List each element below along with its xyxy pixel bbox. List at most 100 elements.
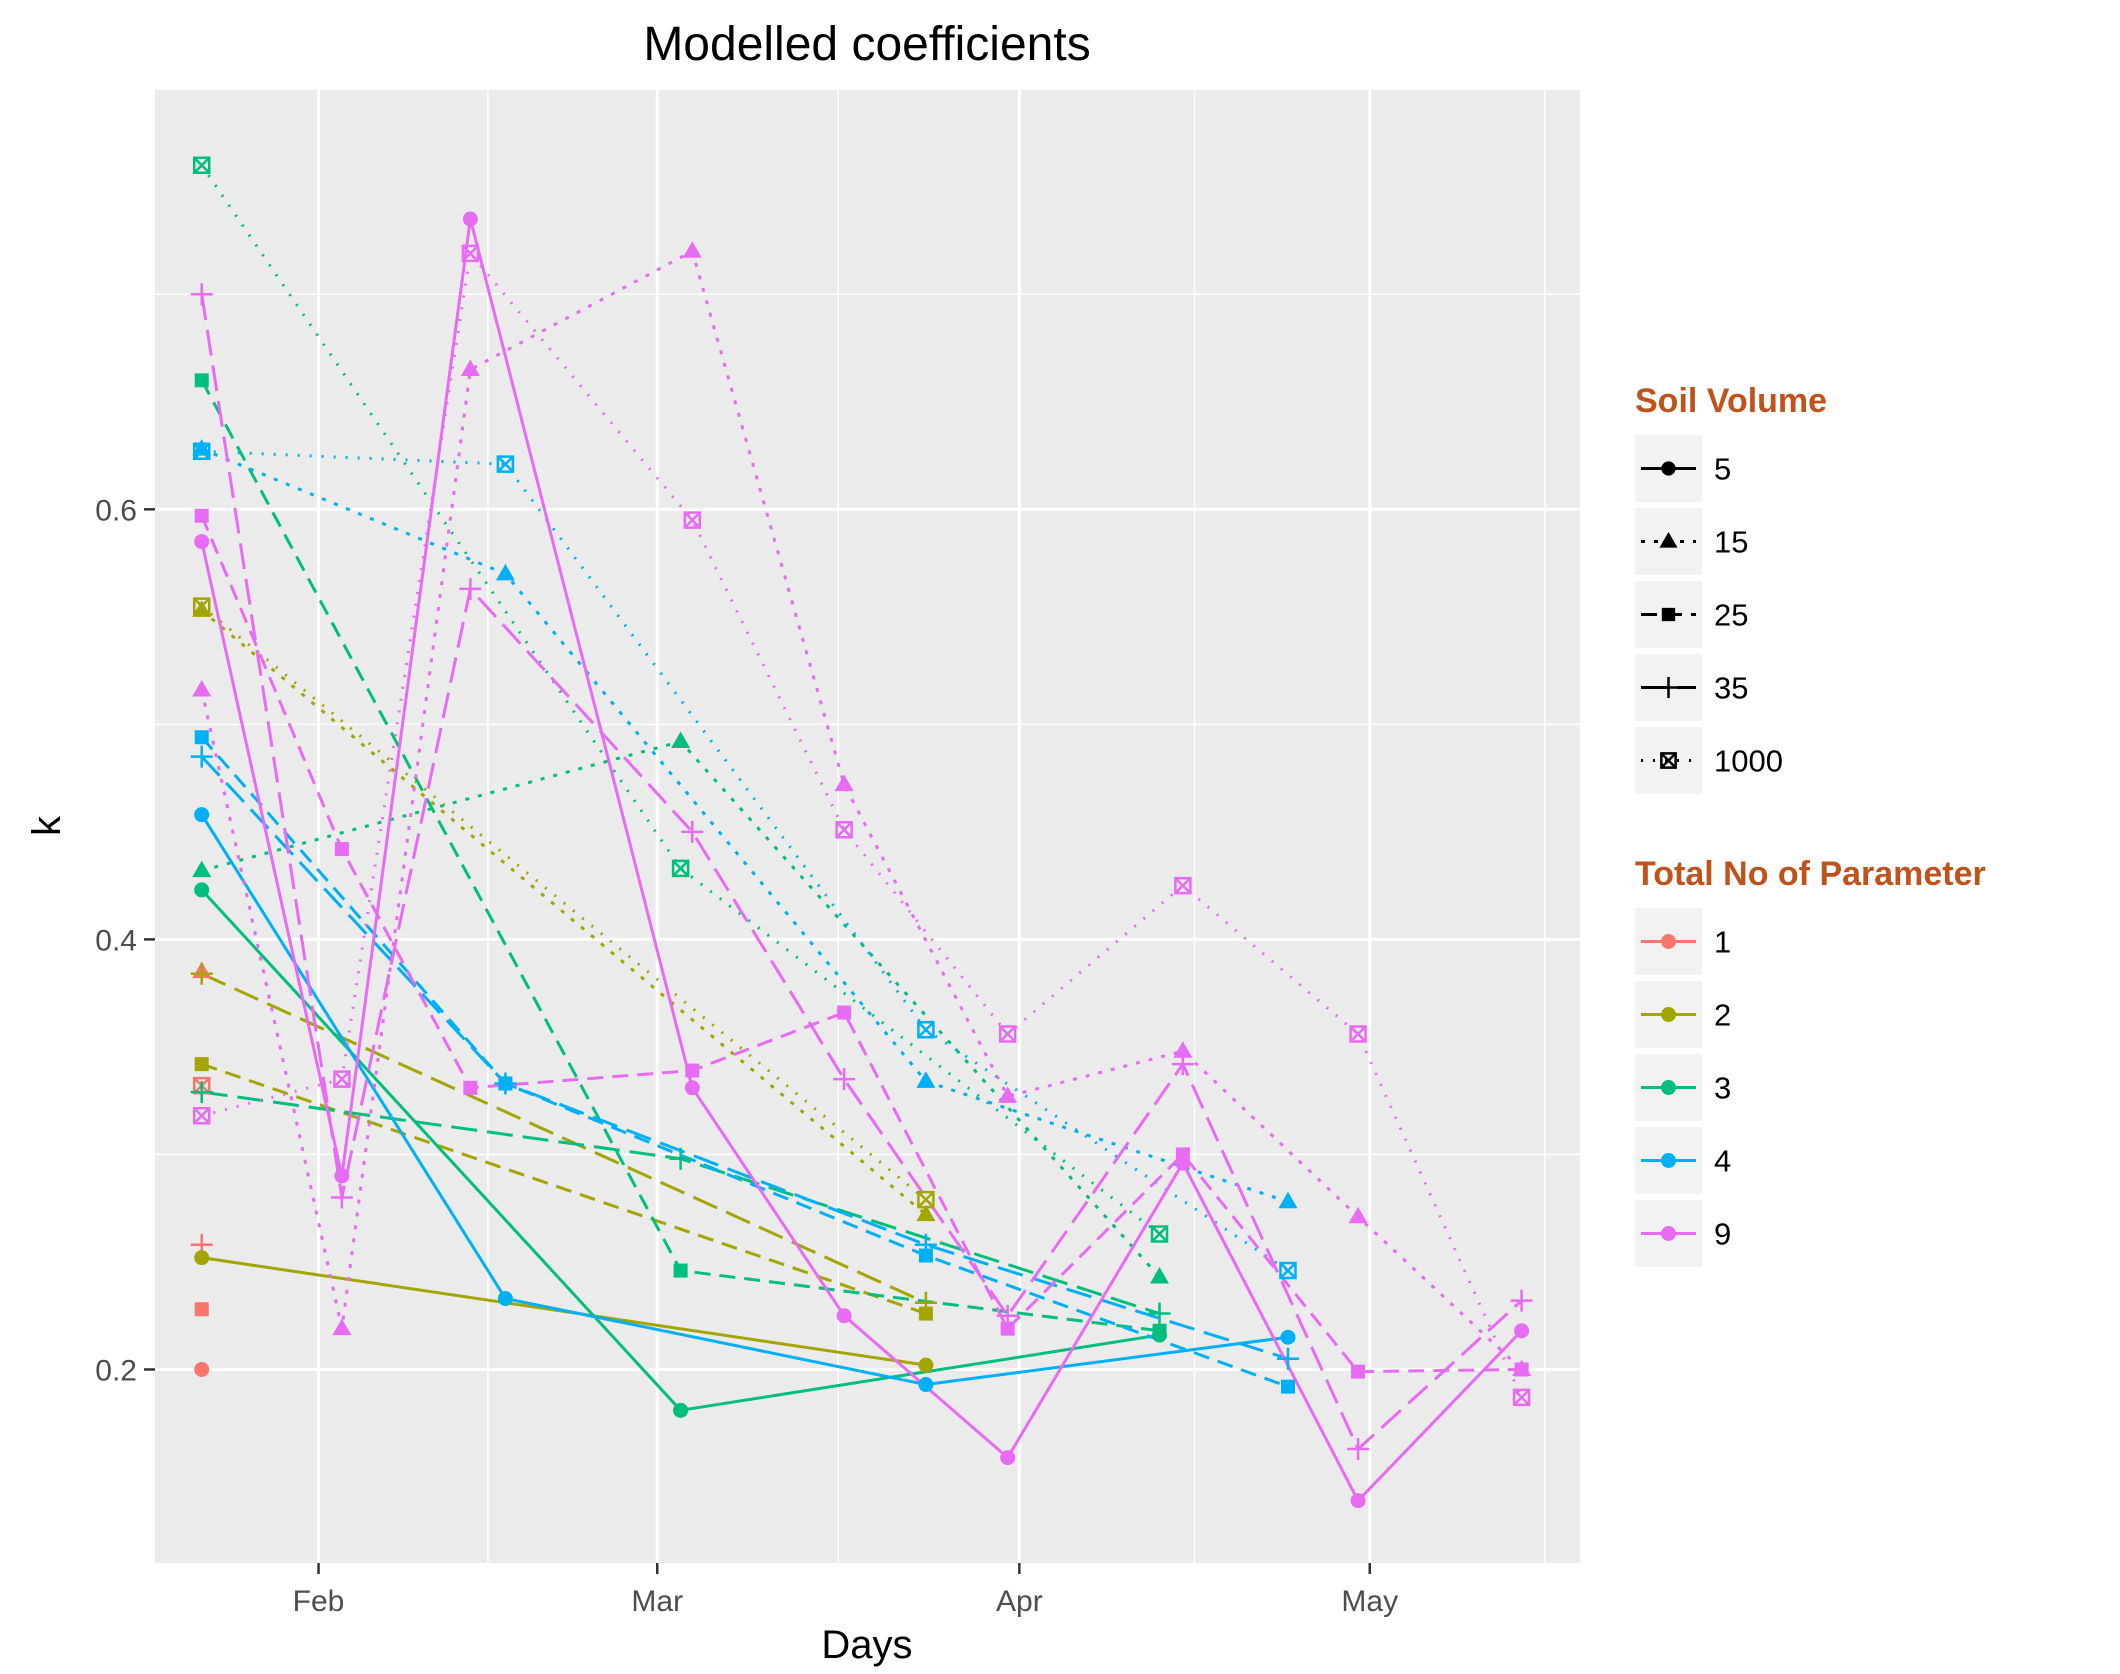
- legend-key-symbol: [1661, 461, 1676, 476]
- data-point-p1-soil5: [194, 1361, 210, 1377]
- data-point-p9-soil1000: [683, 511, 702, 529]
- data-point-p9-soil5: [1514, 1323, 1530, 1339]
- x-tick-label: Apr: [996, 1585, 1043, 1618]
- legend-title: Soil Volume: [1635, 382, 1827, 420]
- data-point-p9-soil25: [1351, 1364, 1366, 1379]
- data-point-p3-soil15: [192, 860, 212, 878]
- x-tick-label: May: [1341, 1585, 1398, 1618]
- legend-label: 1: [1714, 925, 1731, 960]
- data-point-p9-soil5: [194, 534, 210, 550]
- data-point-p4-soil5: [918, 1377, 934, 1393]
- legend-key-symbol: [1661, 1007, 1676, 1022]
- x-tick-label: Feb: [293, 1585, 345, 1618]
- legend-key-symbol: [1658, 677, 1679, 698]
- legend-key-symbol: [1659, 532, 1678, 548]
- data-point-p9-soil25: [1000, 1321, 1015, 1336]
- data-point-p4-soil15: [192, 439, 212, 456]
- data-point-p3-soil15: [1150, 1267, 1170, 1284]
- legend-title: Total No of Parameter: [1635, 855, 1986, 893]
- data-point-p3-soil5: [673, 1402, 689, 1418]
- legend-key-symbol: [1661, 1226, 1676, 1241]
- legend-key-symbol: [1661, 607, 1676, 622]
- series-line-p2-soil1000: [200, 604, 927, 1201]
- data-point-p4-soil5: [194, 807, 210, 823]
- series-points: [190, 156, 1533, 1509]
- data-point-p9-soil35: [1510, 1289, 1533, 1312]
- data-point-p9-soil35: [1347, 1438, 1370, 1461]
- data-point-p9-soil5: [1350, 1493, 1366, 1509]
- data-point-p4-soil1000: [192, 442, 211, 461]
- data-point-p4-soil15: [495, 563, 515, 581]
- data-point-p9-soil35: [996, 1304, 1019, 1327]
- grid-minor: [155, 90, 1580, 1563]
- data-point-p3-soil25: [1152, 1323, 1167, 1338]
- chart-title: Modelled coefficients: [643, 18, 1090, 71]
- legend-label: 5: [1714, 452, 1731, 487]
- data-point-p9-soil25: [334, 842, 349, 857]
- x-axis-ticks: Feb Mar Apr May: [293, 1563, 1398, 1618]
- data-point-p9-soil1000: [835, 820, 853, 839]
- data-point-p2-soil35: [190, 962, 213, 985]
- legend-label: 35: [1714, 671, 1748, 706]
- series-line-p2-soil25: [201, 1062, 927, 1315]
- data-point-p2-soil35: [914, 1291, 937, 1314]
- data-point-p9-soil15: [460, 359, 480, 377]
- y-tick-label: 0.2: [95, 1354, 137, 1387]
- data-point-p2-soil1000: [192, 597, 211, 615]
- plot-panel: [155, 90, 1580, 1563]
- data-point-p4-soil35: [914, 1233, 937, 1256]
- legend-label: 3: [1714, 1071, 1731, 1106]
- data-point-p4-soil15: [916, 1071, 936, 1088]
- data-point-p9-soil35: [190, 283, 213, 306]
- data-point-p4-soil5: [497, 1291, 513, 1307]
- data-point-p9-soil15: [682, 241, 702, 258]
- legend-key-symbol: [1660, 752, 1677, 769]
- data-point-p9-soil25: [1175, 1147, 1190, 1162]
- series-line-p9-soil25: [200, 515, 1522, 1374]
- data-point-p9-soil35: [1171, 1053, 1194, 1076]
- y-axis-ticks: 0.2 0.4 0.6: [95, 494, 155, 1387]
- data-point-p9-soil5: [684, 1080, 700, 1096]
- legend-key-symbol: [1661, 1153, 1676, 1168]
- data-point-p3-soil1000: [192, 156, 211, 175]
- data-point-p2-soil5: [918, 1357, 934, 1373]
- series-line-p9-soil35: [200, 294, 1523, 1451]
- y-tick-label: 0.4: [95, 924, 137, 957]
- series-line-p4-soil35: [200, 755, 1289, 1361]
- data-point-p3-soil15: [671, 731, 691, 749]
- legend-label: 2: [1714, 998, 1731, 1033]
- data-point-p9-soil15: [834, 774, 854, 792]
- legends: Soil Volume 5 15 25 35 1000 Total No of Parame…: [1635, 382, 1986, 1267]
- data-point-p4-soil25: [1280, 1379, 1295, 1394]
- data-point-p9-soil1000: [998, 1025, 1017, 1043]
- data-point-p4-soil1000: [917, 1020, 935, 1039]
- data-point-p2-soil1000: [917, 1190, 935, 1209]
- data-point-p4-soil35: [1276, 1347, 1299, 1370]
- data-point-p2-soil15: [916, 1204, 936, 1222]
- series-line-p9-soil1000: [201, 251, 1523, 1399]
- data-point-p9-soil15: [1173, 1041, 1193, 1058]
- x-tick-label: Mar: [631, 1585, 683, 1618]
- data-point-p3-soil35: [190, 1081, 213, 1104]
- data-point-p2-soil5: [194, 1250, 210, 1266]
- data-point-p9-soil25: [685, 1063, 700, 1078]
- data-point-p4-soil1000: [496, 455, 515, 473]
- data-point-p9-soil15: [332, 1318, 352, 1336]
- legend-label: 25: [1714, 598, 1748, 633]
- series-line-p4-soil5: [200, 813, 1289, 1387]
- y-tick-label: 0.6: [95, 494, 137, 527]
- data-point-p9-soil1000: [1174, 876, 1192, 895]
- data-point-p3-soil25: [194, 373, 209, 388]
- legend-label: 1000: [1714, 744, 1783, 779]
- data-point-p4-soil15: [1278, 1191, 1298, 1209]
- legend-key-symbol: [1661, 1080, 1676, 1095]
- data-point-p4-soil35: [494, 1072, 517, 1095]
- y-axis-label: k: [25, 815, 69, 836]
- x-axis-label: Days: [821, 1623, 912, 1667]
- data-point-p1-soil25: [194, 1302, 209, 1317]
- data-point-p9-soil15: [1348, 1206, 1368, 1224]
- data-point-p3-soil1000: [1150, 1225, 1169, 1243]
- data-point-p9-soil5: [462, 211, 478, 227]
- data-point-p9-soil15: [998, 1086, 1018, 1103]
